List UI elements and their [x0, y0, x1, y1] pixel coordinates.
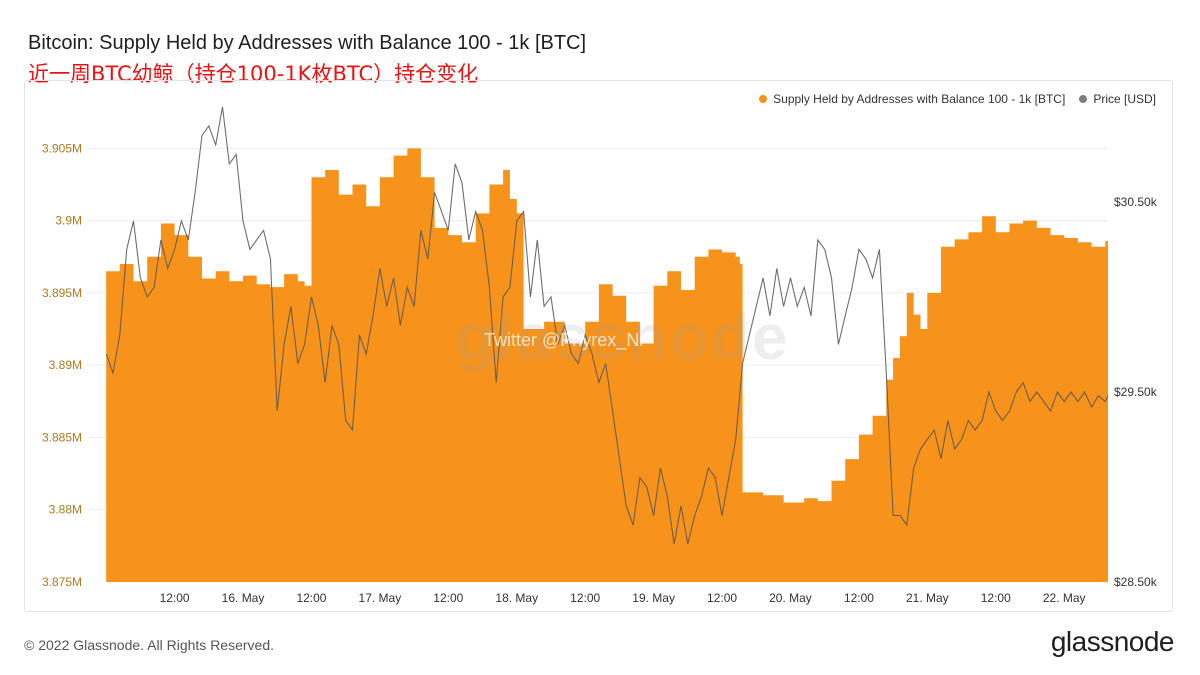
- x-tick-label: 21. May: [906, 591, 949, 605]
- y-tick-label-left: 3.895M: [42, 286, 82, 300]
- x-tick-label: 22. May: [1043, 591, 1086, 605]
- chart-title: Bitcoin: Supply Held by Addresses with B…: [28, 32, 587, 54]
- legend-item-supply[interactable]: Supply Held by Addresses with Balance 10…: [759, 92, 1065, 106]
- price-line-path: [105, 106, 1109, 545]
- y-axis-right: $28.50k $29.50k $30.50k: [1114, 195, 1158, 589]
- x-tick-label: 17. May: [359, 591, 402, 605]
- legend-label-supply: Supply Held by Addresses with Balance 10…: [773, 92, 1066, 106]
- y-tick-label-right: $30.50k: [1114, 195, 1158, 209]
- legend-dot-supply: [759, 95, 768, 103]
- y-tick-label-left: 3.885M: [42, 430, 82, 444]
- chart-frame: [24, 80, 1173, 612]
- y-tick-label-left: 3.875M: [42, 575, 82, 589]
- y-tick-label-left: 3.905M: [42, 141, 82, 155]
- footer-copyright: © 2022 Glassnode. All Rights Reserved.: [24, 637, 275, 653]
- x-tick-label: 20. May: [769, 591, 812, 605]
- x-tick-label: 12:00: [707, 591, 737, 605]
- watermark-brand: glassnode: [455, 301, 790, 373]
- legend-item-price[interactable]: Price [USD]: [1079, 92, 1156, 106]
- x-axis: 12:00 16. May 12:00 17. May 12:00 18. May 12:0…: [160, 591, 1086, 605]
- x-tick-label: 18. May: [495, 591, 538, 605]
- watermark-text: Twitter @Phyrex_Ni: [484, 330, 644, 350]
- x-tick-label: 12:00: [981, 591, 1011, 605]
- glassnode-logo[interactable]: glassnode: [1050, 626, 1175, 657]
- legend: Supply Held by Addresses with Balance 10…: [759, 92, 1156, 106]
- y-axis-left: 3.875M 3.88M 3.885M 3.89M 3.895M 3.9M 3.905M: [42, 141, 82, 589]
- x-tick-label: 12:00: [570, 591, 600, 605]
- price-line: [105, 106, 1109, 545]
- x-tick-label: 12:00: [844, 591, 874, 605]
- y-tick-label-left: 3.89M: [49, 358, 82, 372]
- y-tick-label-right: $29.50k: [1114, 385, 1158, 399]
- supply-area-path: [106, 148, 1108, 582]
- legend-label-price: Price [USD]: [1093, 92, 1156, 106]
- chart-subtitle: 近一周BTC幼鲸（持仓100-1K枚BTC）持仓变化: [28, 62, 479, 86]
- x-tick-label: 12:00: [296, 591, 326, 605]
- x-tick-label: 19. May: [632, 591, 675, 605]
- y-tick-label-right: $28.50k: [1114, 575, 1158, 589]
- x-tick-label: 16. May: [222, 591, 265, 605]
- supply-area: [106, 148, 1108, 582]
- y-tick-label-left: 3.88M: [49, 503, 82, 517]
- legend-dot-price: [1079, 95, 1088, 103]
- x-tick-label: 12:00: [433, 591, 463, 605]
- x-tick-label: 12:00: [160, 591, 190, 605]
- y-tick-label-left: 3.9M: [55, 214, 82, 228]
